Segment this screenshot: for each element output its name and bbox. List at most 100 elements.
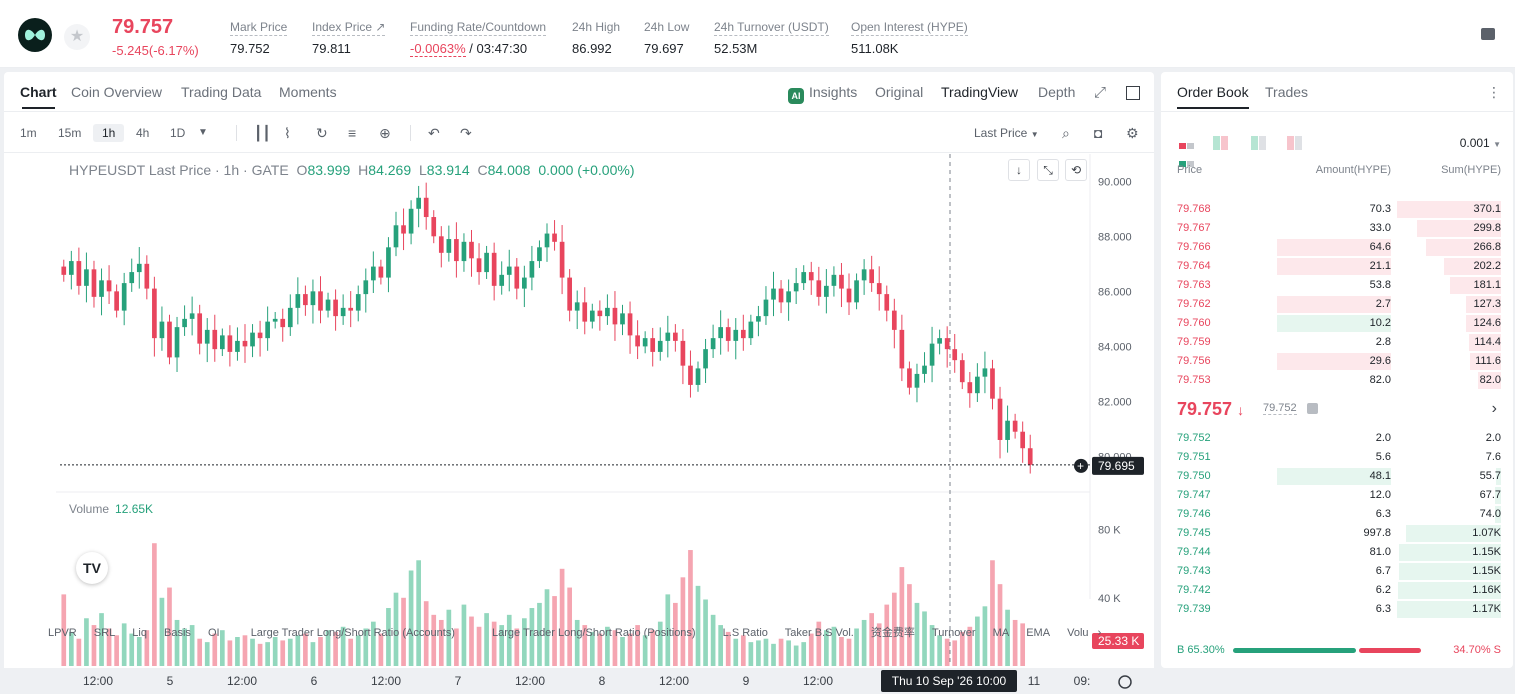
candle-body <box>152 288 157 339</box>
indicator-turnover[interactable]: Turnover <box>931 627 976 639</box>
undo-icon[interactable]: ↶ <box>428 125 440 141</box>
chevron-right-icon[interactable]: › <box>1491 400 1497 417</box>
scroll-down-icon[interactable]: ↓ <box>1008 159 1030 181</box>
more-icon[interactable]: ⋮ <box>1487 84 1501 100</box>
order-amount: 70.3 <box>1369 203 1391 215</box>
templates-icon[interactable]: ≡ <box>348 125 357 141</box>
depth-sum-bar <box>1397 601 1501 618</box>
timeframe-15m[interactable]: 15m <box>58 126 82 140</box>
search-icon[interactable]: ⌕ <box>1062 125 1070 141</box>
ask-row[interactable]: 79.753 82.0 82.0 <box>1161 371 1513 390</box>
tab-chart[interactable]: Chart <box>20 84 57 109</box>
bid-row[interactable]: 79.745 997.8 1.07K <box>1161 524 1513 543</box>
timeframe-1d[interactable]: 1D <box>170 126 186 140</box>
tab-coin-overview[interactable]: Coin Overview <box>71 84 163 100</box>
volume-bar <box>287 638 293 666</box>
view-asks-icon[interactable] <box>1287 136 1303 150</box>
chevron-right-icon[interactable]: › <box>1097 627 1102 639</box>
candle-body <box>310 291 316 306</box>
tab-depth[interactable]: Depth <box>1038 84 1076 100</box>
indicator-srl[interactable]: SRL <box>93 627 116 639</box>
volume-bar <box>929 625 935 666</box>
bid-row[interactable]: 79.746 6.3 74.0 <box>1161 505 1513 524</box>
guide-book-icon[interactable] <box>1481 28 1495 40</box>
view-bids-icon[interactable] <box>1251 136 1267 150</box>
bid-row[interactable]: 79.739 6.3 1.17K <box>1161 600 1513 619</box>
tab-tradingview[interactable]: TradingView <box>941 84 1019 100</box>
replay-icon[interactable]: ↻ <box>316 125 328 141</box>
volume-bar <box>627 633 633 666</box>
fullscreen-icon[interactable] <box>1126 86 1140 100</box>
bid-row[interactable]: 79.743 6.7 1.15K <box>1161 562 1513 581</box>
candle-body <box>824 285 829 297</box>
ask-row[interactable]: 79.767 33.0 299.8 <box>1161 219 1513 238</box>
tab-order-book[interactable]: Order Book <box>1177 84 1249 109</box>
gear-icon[interactable]: ⚙ <box>1126 125 1139 141</box>
ask-row[interactable]: 79.764 21.1 202.2 <box>1161 257 1513 276</box>
ask-row[interactable]: 79.762 2.7 127.3 <box>1161 295 1513 314</box>
bid-row[interactable]: 79.752 2.0 2.0 <box>1161 429 1513 448</box>
candle-type-icon[interactable]: ┃┃ <box>254 125 271 141</box>
bid-row[interactable]: 79.742 6.2 1.16K <box>1161 581 1513 600</box>
depth-amount-bar <box>1277 468 1391 485</box>
ask-row[interactable]: 79.756 29.6 111.6 <box>1161 352 1513 371</box>
x-tick-label: 12:00 <box>515 674 545 688</box>
indicator-taker-vol[interactable]: Taker B.S Vol. <box>784 627 854 639</box>
candle-body <box>197 313 203 344</box>
tab-insights[interactable]: AI Insights <box>788 84 857 104</box>
bid-row[interactable]: 79.747 12.0 67.7 <box>1161 486 1513 505</box>
indicator-lt-accounts[interactable]: Large Trader Long/Short Ratio (Accounts) <box>250 627 455 639</box>
tradingview-logo[interactable]: TV <box>76 552 108 584</box>
order-amount: 6.3 <box>1375 603 1391 615</box>
tab-moments[interactable]: Moments <box>279 84 337 100</box>
tab-trading-data[interactable]: Trading Data <box>181 84 262 100</box>
tab-trades[interactable]: Trades <box>1265 84 1309 100</box>
shield-icon[interactable] <box>1307 403 1318 414</box>
view-both-icon[interactable] <box>1179 136 1195 167</box>
collapse-icon[interactable]: ⤡ <box>1037 159 1059 181</box>
ask-row[interactable]: 79.768 70.3 370.1 <box>1161 200 1513 219</box>
indicator-lpvr[interactable]: LPVR <box>48 627 77 639</box>
indicator-ema[interactable]: EMA <box>1026 627 1051 639</box>
bid-row[interactable]: 79.744 81.0 1.15K <box>1161 543 1513 562</box>
indicators-icon[interactable]: ⌇ <box>284 125 291 141</box>
stat-index-price[interactable]: Index Price ↗ 79.811 <box>312 18 386 56</box>
tab-original[interactable]: Original <box>875 84 924 100</box>
indicator-oi[interactable]: OI <box>208 627 220 639</box>
bid-row[interactable]: 79.751 5.6 7.6 <box>1161 448 1513 467</box>
indicator-ma[interactable]: MA <box>992 627 1010 639</box>
ask-row[interactable]: 79.760 10.2 124.6 <box>1161 314 1513 333</box>
add-indicator-icon[interactable]: ⊕ <box>379 125 391 141</box>
favorite-star-icon[interactable]: ★ <box>64 24 90 50</box>
indicator-ls-ratio[interactable]: L.S Ratio <box>722 627 768 639</box>
timeframe-dropdown-icon[interactable]: ▼ <box>198 127 208 138</box>
timeframe-1m[interactable]: 1m <box>20 126 37 140</box>
candle-body <box>514 266 520 289</box>
view-split-icon[interactable] <box>1213 136 1229 150</box>
price-type-select[interactable]: Last Price ▼ <box>974 126 1039 140</box>
mid-price-value: 79.757 <box>1177 399 1233 419</box>
order-price: 79.766 <box>1177 241 1211 253</box>
ask-row[interactable]: 79.763 53.8 181.1 <box>1161 276 1513 295</box>
ask-row[interactable]: 79.759 2.8 114.4 <box>1161 333 1513 352</box>
bid-row[interactable]: 79.750 48.1 55.7 <box>1161 467 1513 486</box>
timeframe-4h[interactable]: 4h <box>136 126 150 140</box>
auto-scale-icon[interactable]: ⟲ <box>1065 159 1087 181</box>
candle-body <box>99 280 104 297</box>
expand-icon[interactable]: ⤢ <box>1094 84 1107 101</box>
indicator-basis[interactable]: Basis <box>164 627 191 639</box>
indicator-volume[interactable]: Volu <box>1067 627 1089 639</box>
stat-24h-high: 24h High 86.992 <box>572 18 620 56</box>
ask-row[interactable]: 79.766 64.6 266.8 <box>1161 238 1513 257</box>
candle-body <box>84 269 89 286</box>
redo-icon[interactable]: ↷ <box>460 125 472 141</box>
precision-select[interactable]: 0.001 ▼ <box>1459 136 1501 150</box>
stat-value: 79.811 <box>312 41 351 56</box>
camera-icon[interactable]: ◘ <box>1094 125 1103 141</box>
timeframe-1h[interactable]: 1h <box>93 124 125 142</box>
indicator-lt-positions[interactable]: Large Trader Long/Short Ratio (Positions… <box>491 627 696 639</box>
indicator-funding-rate[interactable]: 资金费率 <box>870 627 915 639</box>
indicator-liq[interactable]: Liq <box>132 627 147 639</box>
candle-body <box>922 365 927 374</box>
candlestick-chart[interactable]: 90.00088.00086.00084.00082.00080.000+79.… <box>4 154 1154 694</box>
